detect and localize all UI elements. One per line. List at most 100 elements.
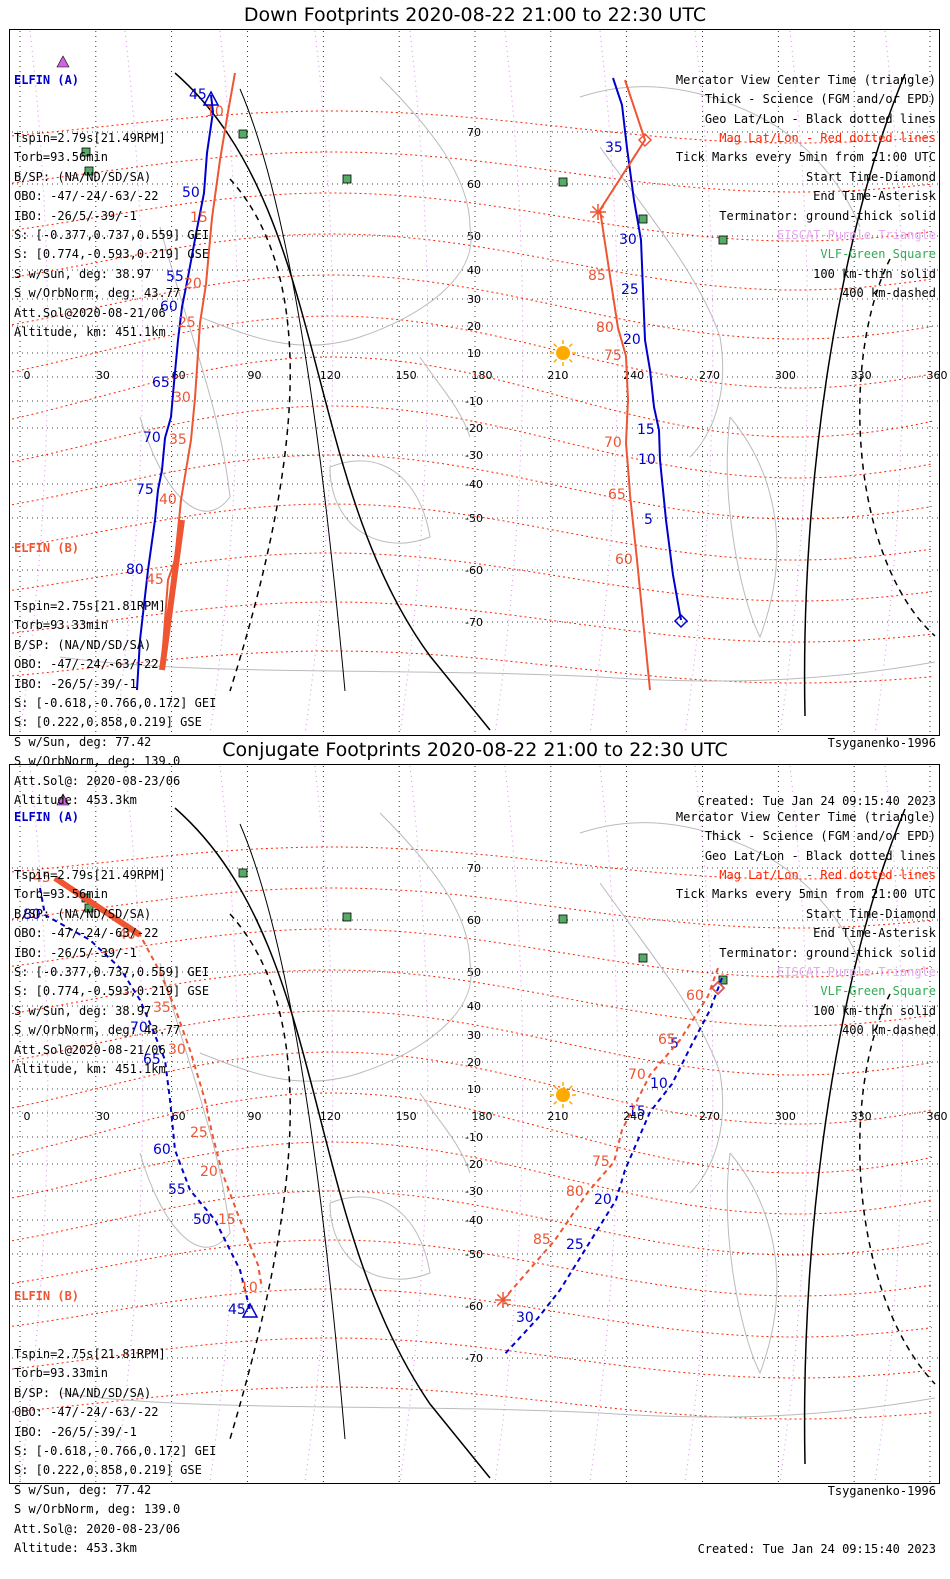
- mag-latitude-line: [11, 846, 933, 880]
- legend-item: EISCAT-Purple Triangle: [777, 965, 936, 980]
- param-line: Tspin=2.75s[21.81RPM]: [14, 1347, 166, 1362]
- tick-label: 30: [168, 1042, 186, 1058]
- param-line: Altitude, km: 451.1km: [14, 325, 166, 340]
- terminator-line: [174, 72, 491, 731]
- sun-ray: [553, 1100, 558, 1105]
- sun-ray: [553, 358, 558, 363]
- coastline: [726, 1152, 778, 1375]
- lat-label: 60: [467, 178, 481, 191]
- mag-meridian: [779, 765, 809, 1483]
- panel-2-legend: Mercator View Center Time (triangle) Thic…: [676, 769, 936, 1060]
- sun-ray: [553, 343, 558, 348]
- conjugate-footprints-map: [9, 764, 940, 1484]
- mag-latitude-line: [11, 233, 933, 291]
- param-line: Tspin=2.79s[21.49RPM]: [14, 131, 166, 146]
- mag-meridian: [114, 30, 144, 735]
- mag-meridian: [399, 765, 429, 1483]
- elfin-a-track: [612, 77, 682, 621]
- param-line: Torb=93.33min: [14, 618, 108, 633]
- legend-item: Tick Marks every 5min from 21:00 UTC: [675, 150, 936, 165]
- vlf-square: [718, 975, 728, 985]
- legend-item: Geo Lat/Lon - Black dotted lines: [704, 111, 936, 126]
- lat-label: 20: [467, 1056, 481, 1069]
- coastline: [579, 86, 861, 228]
- panel-1-title: Down Footprints 2020-08-22 21:00 to 22:3…: [243, 4, 707, 26]
- tick-label: 65: [143, 1052, 161, 1068]
- param-line: IBO: -26/5/-39/-1: [14, 208, 137, 223]
- lat-label: -30: [465, 449, 483, 462]
- param-line: Att.Sol@2020-08-21/06: [14, 1042, 166, 1057]
- coastline: [599, 146, 724, 458]
- tick-label: 70: [143, 430, 161, 446]
- lon-label: 300: [775, 369, 796, 382]
- legend-item: Mercator View Center Time (triangle): [675, 809, 936, 824]
- mag-latitude-line: [11, 552, 933, 602]
- param-line: S w/Sun, deg: 77.42: [14, 1482, 152, 1497]
- start-time-diamond: [710, 980, 726, 996]
- tick-label: 65: [608, 487, 626, 503]
- tick-label: 25: [566, 1237, 584, 1253]
- coastline: [419, 1092, 471, 1174]
- mag-latitude-line: [11, 887, 933, 929]
- mag-latitude-line: [11, 928, 933, 978]
- lon-label: 300: [775, 1110, 796, 1123]
- param-line: S w/Sun, deg: 38.97: [14, 266, 152, 281]
- elfin-b-params: Tspin=2.75s[21.81RPM] Torb=93.33min B/SP: …: [14, 597, 216, 810]
- sun-ray: [568, 1085, 573, 1090]
- terminator-line: [174, 807, 491, 1479]
- panel-2-elfin-b-info: ELFIN (B) Tspin=2.75s[21.81RPM] Torb=93.3…: [14, 1248, 216, 1578]
- tick-label: 35: [605, 140, 623, 156]
- tick-label: 85: [588, 268, 606, 284]
- vlf-square: [638, 953, 648, 963]
- tick-label: 40: [159, 492, 177, 508]
- sun-disk: [556, 346, 570, 360]
- tick-label: 45: [33, 870, 51, 886]
- panel-1-legend: Mercator View Center Time (triangle) Thic…: [676, 32, 936, 323]
- tick-label: 30: [619, 232, 637, 248]
- legend-item: Terminator: ground-thick solid: [719, 945, 936, 960]
- vlf-square: [558, 914, 568, 924]
- mag-latitude-line: [11, 1239, 933, 1297]
- coastlines: [59, 76, 936, 682]
- sun-ray: [553, 1085, 558, 1090]
- vlf-square: [342, 912, 352, 922]
- mag-latitude-line: [11, 1141, 933, 1215]
- param-line: Att.Sol@: 2020-08-23/06: [14, 773, 181, 788]
- coastline: [329, 460, 431, 544]
- mag-meridian: [209, 765, 239, 1483]
- tick-label: 10: [638, 452, 656, 468]
- param-line: IBO: -26/5/-39/-1: [14, 676, 137, 691]
- created-stamp: Created: Tue Jan 24 09:15:40 2023: [697, 1542, 936, 1557]
- lon-label: 90: [248, 1110, 262, 1123]
- mag-latitude-line: [11, 1337, 933, 1379]
- lon-label: 180: [472, 369, 493, 382]
- lat-label: -60: [465, 1300, 483, 1313]
- panel-2-elfin-a-info: ELFIN (A) Tspin=2.79s[21.49RPM] Torb=93.5…: [14, 769, 209, 1099]
- tick-label: 30: [173, 390, 191, 406]
- mag-latitude-line: [11, 503, 933, 561]
- lon-label: 150: [396, 369, 417, 382]
- param-line: Altitude, km: 451.1km: [14, 1062, 166, 1077]
- mag-latitude-line: [11, 151, 933, 193]
- tick-label: 5: [644, 512, 653, 528]
- param-line: IBO: -26/5/-39/-1: [14, 1424, 137, 1439]
- legend-item: Geo Lat/Lon - Black dotted lines: [704, 848, 936, 863]
- dashed-400km-line: [859, 258, 936, 637]
- lat-label: -30: [465, 1185, 483, 1198]
- legend-item: 100 km-thin solid: [813, 1003, 936, 1018]
- mag-meridian: [209, 30, 239, 735]
- panel-2-footer: Tsyganenko-1996 Created: Tue Jan 24 09:1…: [698, 1443, 936, 1579]
- model-name: Tsyganenko-1996: [827, 735, 936, 750]
- coastline: [419, 356, 471, 438]
- lat-label: 70: [467, 862, 481, 875]
- lat-label: -50: [465, 512, 483, 525]
- legend-item: End Time-Asterisk: [813, 189, 936, 204]
- param-line: B/SP: (NA/ND/SD/SA): [14, 1385, 152, 1400]
- lon-label: 210: [547, 369, 568, 382]
- mag-latitude-line: [11, 274, 933, 340]
- panel-1-map: 70 60 50 40 30 20 10 -10 -20 -30 -40 -50 -60 -70 0 30 60…: [11, 30, 948, 735]
- tick-label: 15: [637, 422, 655, 438]
- eiscat-triangle: [56, 55, 70, 68]
- lon-label: 150: [396, 1110, 417, 1123]
- coastline: [599, 882, 724, 1194]
